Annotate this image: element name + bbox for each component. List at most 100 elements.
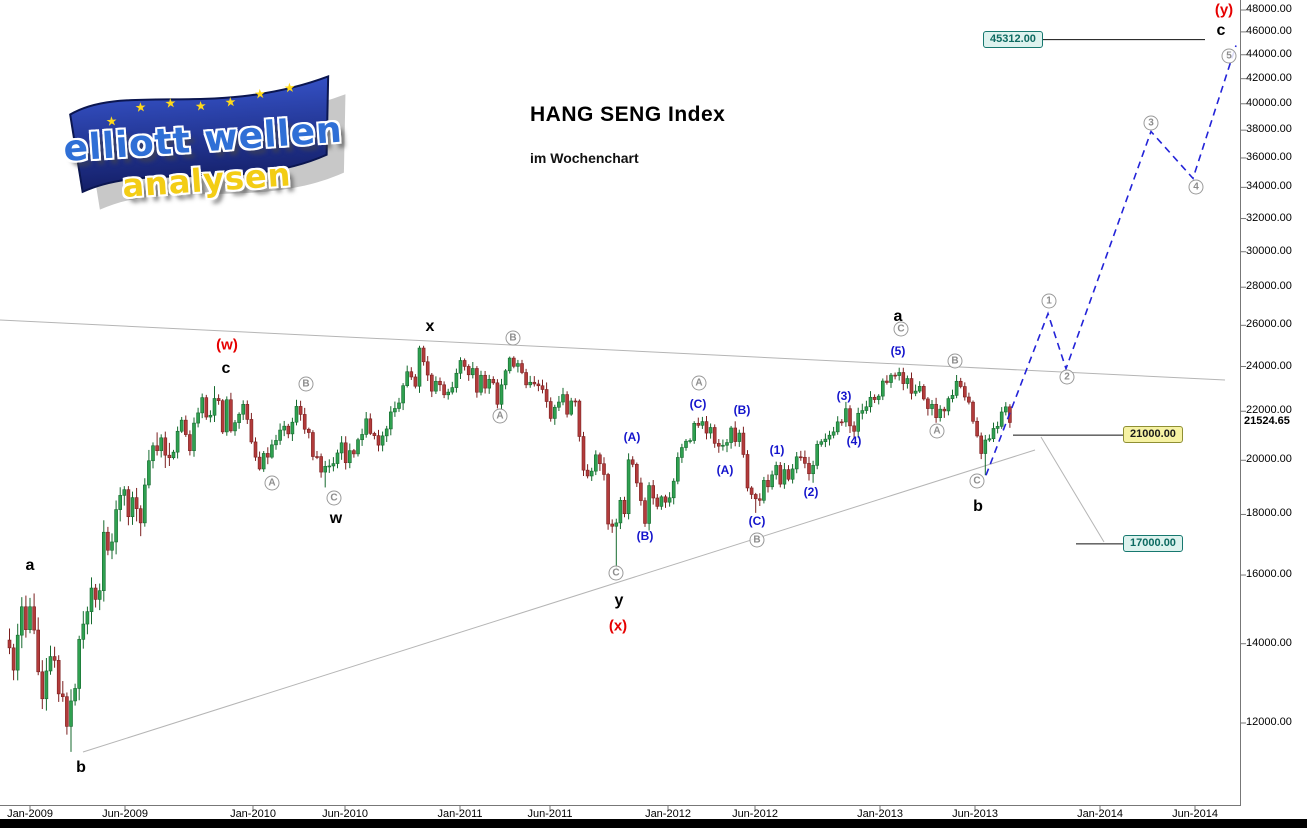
bottom-bar [0, 819, 1307, 828]
candle-body [794, 456, 799, 470]
candle-body [745, 454, 750, 489]
candle-body [688, 440, 692, 442]
candle-body [815, 444, 820, 466]
candle-body [425, 361, 430, 376]
candle-body [848, 408, 852, 427]
candle-body [581, 436, 586, 471]
candle-body [24, 606, 28, 630]
candle-body [827, 434, 832, 440]
candle-body [282, 425, 287, 431]
candle-body [429, 374, 434, 392]
candle-body [585, 469, 590, 477]
candle-body [803, 456, 807, 464]
candle-body [602, 463, 606, 475]
price-level-box[interactable]: 21000.00 [1123, 426, 1183, 444]
candle-body [89, 587, 94, 612]
candle-body [479, 374, 483, 393]
candle-body [893, 374, 897, 377]
candle-body [261, 453, 266, 470]
candle-body [483, 374, 487, 389]
candle-body [520, 363, 524, 373]
candle-body [110, 541, 114, 551]
candle-body [368, 418, 373, 434]
candle-body [811, 465, 815, 475]
candle-body [917, 386, 922, 392]
candle-body [347, 450, 352, 464]
candle-body [290, 421, 295, 435]
candle-body [503, 370, 508, 386]
candle-body [930, 403, 934, 409]
candle-body [327, 465, 332, 468]
candle-body [298, 406, 303, 415]
candle-body [926, 398, 930, 409]
candle-body [671, 480, 676, 499]
candle-body [384, 428, 389, 437]
candle-body [868, 396, 873, 408]
candle-body [143, 484, 147, 524]
candle-body [118, 495, 122, 510]
svg-text:★: ★ [194, 98, 207, 114]
projection-path [985, 45, 1237, 476]
candle-body [167, 454, 172, 459]
candle-body [69, 700, 73, 727]
candle-body [233, 422, 237, 432]
candle-body [565, 394, 569, 415]
candle-body [770, 474, 774, 488]
candle-body [179, 419, 184, 432]
candle-body [975, 420, 979, 437]
chart-subtitle: im Wochenchart [530, 150, 639, 166]
candle-body [393, 408, 397, 413]
candle-body [216, 398, 221, 402]
candle-body [388, 411, 393, 430]
candle-body [593, 454, 598, 472]
candle-body [319, 456, 323, 473]
candle-body [962, 386, 967, 398]
candle-body [28, 606, 32, 630]
candle-body [557, 401, 561, 408]
candle-body [684, 440, 688, 448]
candle-body [540, 385, 545, 390]
candle-body [622, 500, 627, 515]
candle-body [663, 496, 668, 503]
candle-body [536, 383, 541, 387]
candle-body [983, 439, 988, 454]
candle-body [606, 474, 610, 525]
candle-body [331, 463, 336, 467]
price-level-box[interactable]: 17000.00 [1123, 534, 1183, 552]
candle-body [757, 498, 762, 501]
candle-body [171, 451, 176, 459]
price-level-box[interactable]: 45312.00 [983, 30, 1043, 48]
candle-body [56, 660, 61, 695]
candle-body [200, 397, 204, 414]
candle-body [897, 372, 902, 376]
candle-body [134, 497, 139, 509]
svg-text:★: ★ [164, 95, 177, 111]
candle-body [442, 384, 446, 396]
candle-body [856, 412, 861, 432]
candle-body [819, 441, 824, 445]
candle-body [675, 457, 680, 482]
candle-body [401, 385, 405, 404]
candle-body [454, 372, 459, 388]
candle-body [491, 379, 496, 384]
candle-body [716, 443, 721, 447]
candle-body [954, 380, 959, 396]
candle-body [495, 382, 500, 405]
candle-body [700, 421, 705, 426]
candle-body [618, 500, 623, 524]
candle-body [77, 639, 81, 689]
candle-body [184, 419, 188, 435]
candle-body [52, 656, 57, 661]
candle-body [306, 428, 311, 433]
candle-body [265, 453, 270, 458]
candle-body [733, 427, 738, 442]
candle-body [548, 401, 553, 419]
candle-body [245, 404, 250, 420]
candle-body [1003, 406, 1008, 413]
candle-body [188, 434, 192, 452]
candle-body [446, 391, 451, 396]
candle-body [138, 508, 143, 524]
candle-body [438, 380, 442, 386]
